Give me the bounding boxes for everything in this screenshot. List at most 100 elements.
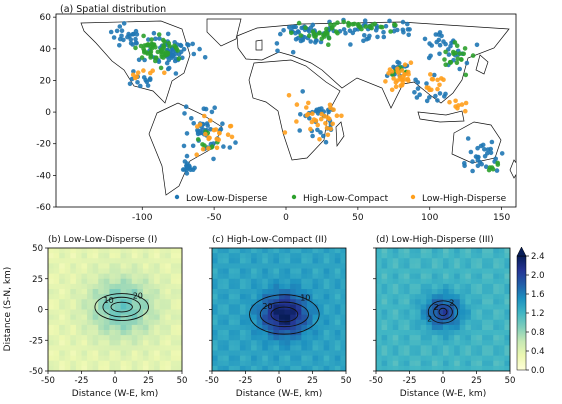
heatmap-cell xyxy=(103,304,110,310)
heatmap-cell xyxy=(482,365,489,371)
scatter-point-low-low-disperse xyxy=(470,168,475,174)
heatmap-cell xyxy=(409,340,416,346)
heatmap-cell xyxy=(53,309,60,316)
heatmap-cell xyxy=(98,248,105,254)
heatmap-cell xyxy=(109,340,116,346)
scatter-point-low-low-disperse xyxy=(315,111,321,116)
heatmap-cell xyxy=(81,345,88,351)
scatter-point-low-high-disperse xyxy=(463,108,468,114)
heatmap-cell xyxy=(267,258,274,264)
heatmap-cell xyxy=(431,340,438,346)
heatmap-cell xyxy=(498,345,505,351)
heatmap-cell xyxy=(403,304,410,310)
heatmap-cell xyxy=(273,258,280,264)
heatmap-cell xyxy=(415,355,422,362)
heatmap-cell xyxy=(426,335,433,341)
heatmap-cell xyxy=(103,248,110,254)
heatmap-cell xyxy=(165,345,172,351)
heatmap-cell xyxy=(256,365,263,371)
heatmap-cell xyxy=(459,294,466,300)
scatter-point-low-high-disperse xyxy=(393,84,399,89)
heatmap-cell xyxy=(454,314,461,321)
heatmap-cell xyxy=(154,258,161,264)
heatmap-cell xyxy=(59,273,66,280)
heatmap-cell xyxy=(228,355,235,362)
heatmap-cell xyxy=(290,294,297,300)
heatmap-cell xyxy=(498,365,505,371)
heatmap-cell xyxy=(131,268,138,275)
heatmap-cell xyxy=(239,340,246,346)
scatter-point-high-low-compact xyxy=(454,43,460,48)
heatmap-cell xyxy=(415,340,422,346)
heatmap-cell xyxy=(340,283,346,290)
heatmap-cell xyxy=(284,324,291,331)
heatmap-cell xyxy=(53,319,60,326)
heatmap-cell xyxy=(465,294,472,300)
heatmap-cell xyxy=(142,355,149,362)
heatmap-cell xyxy=(142,299,149,305)
heatmap-cell xyxy=(126,253,133,259)
heatmap-cell xyxy=(48,340,54,346)
heatmap-cell xyxy=(256,324,263,331)
heatmap-cell xyxy=(498,263,505,269)
heatmap-cell xyxy=(273,263,280,269)
heatmap-cell xyxy=(170,345,177,351)
heatmap-cell xyxy=(329,304,336,310)
heatmap-cell xyxy=(376,273,382,280)
heatmap-cell xyxy=(465,268,472,275)
heatmap-cell xyxy=(426,283,433,290)
heatmap-cell xyxy=(154,299,161,305)
heatmap-cell xyxy=(459,304,466,310)
heatmap-cell xyxy=(217,299,224,305)
scatter-point-low-low-disperse xyxy=(400,19,406,25)
heatmap-cell xyxy=(234,299,241,305)
heatmap-cell xyxy=(415,304,422,310)
heatmap-cell xyxy=(48,278,54,285)
heatmap-cell xyxy=(340,253,346,259)
heatmap-cell xyxy=(301,283,308,290)
heatmap-cell xyxy=(87,345,94,351)
heatmap-cell xyxy=(443,248,449,254)
heatmap-cell xyxy=(448,283,455,290)
heatmap-cell xyxy=(126,263,133,269)
heatmap-cell xyxy=(318,360,325,367)
heatmap-cell xyxy=(267,283,274,290)
heatmap-cell xyxy=(126,268,133,275)
heatmap-cell xyxy=(376,345,382,351)
heatmap-cell xyxy=(267,268,274,275)
heatmap-cell xyxy=(504,253,510,259)
heatmap-cell xyxy=(476,289,483,295)
heatmap-cell xyxy=(273,355,280,362)
heatmap-cell xyxy=(148,258,155,264)
heatmap-cell xyxy=(262,324,269,331)
heatmap-cell xyxy=(403,263,410,269)
heatmap-cell xyxy=(75,365,82,371)
heatmap-cell xyxy=(217,360,224,367)
heatmap-cell xyxy=(318,273,325,280)
heatmap-cell xyxy=(295,365,302,371)
heatmap-cell xyxy=(256,289,263,295)
scatter-point-low-low-disperse xyxy=(426,55,432,61)
heatmap-cell xyxy=(53,283,60,290)
heatmap-cell xyxy=(154,273,161,280)
heatmap-cell xyxy=(482,263,489,269)
heatmap-cell xyxy=(131,365,138,371)
heatmap-cell xyxy=(142,314,149,321)
heatmap-cell xyxy=(217,309,224,316)
heatmap-cell xyxy=(448,294,455,300)
heatmap-cell xyxy=(87,304,94,310)
heatmap-cell xyxy=(70,330,77,336)
heatmap-cell xyxy=(228,340,235,346)
heatmap-cell xyxy=(504,365,510,371)
heatmap-cell xyxy=(329,283,336,290)
heatmap-cell xyxy=(48,355,54,362)
heatmap-cell xyxy=(75,345,82,351)
heatmap-cell xyxy=(109,324,116,331)
heatmap-cell xyxy=(48,335,54,341)
scatter-point-low-low-disperse xyxy=(157,36,162,41)
heatmap-cell xyxy=(131,294,138,300)
scatter-point-high-low-compact xyxy=(363,24,369,29)
heatmap-cell xyxy=(115,340,121,346)
heatmap-cell xyxy=(87,248,94,254)
scatter-point-low-high-disperse xyxy=(319,111,325,117)
